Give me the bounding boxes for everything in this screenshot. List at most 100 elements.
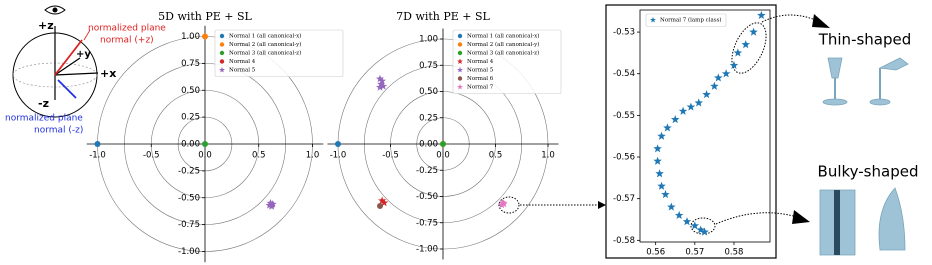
legend: Normal 7 (lamp class) — [645, 13, 727, 27]
point — [696, 225, 705, 234]
arrow-head — [598, 201, 606, 209]
bulky-lamp-edge — [834, 190, 840, 255]
legend-marker — [457, 33, 463, 39]
legend-label: Normal 5 — [229, 68, 256, 74]
label: normalized plane — [88, 24, 166, 34]
point — [674, 210, 684, 219]
lamp-shade — [827, 57, 843, 79]
legend-label: Normal 5 — [467, 68, 494, 74]
y-tick-label: 0.25 — [181, 113, 200, 123]
point — [377, 79, 386, 88]
eye-pupil — [52, 7, 58, 13]
point — [266, 198, 275, 207]
y-tick-label: -0.50 — [416, 192, 438, 202]
x-tick-label: 1.0 — [541, 151, 555, 161]
chart: 7D with PE + SL -1.0 -0.5 0.0 0.5 1.0 1.00 0.75… — [327, 10, 562, 260]
x-tick-label: 1.0 — [306, 151, 320, 161]
legend-marker — [457, 42, 463, 47]
legend-label: Normal 3 (all canonical-z) — [229, 50, 301, 57]
legend-label: Normal 2 (all canonical-y) — [229, 41, 301, 48]
x-tick-label: -1.0 — [330, 151, 347, 161]
point — [721, 69, 731, 78]
y-tick-label: 0.75 — [419, 61, 438, 71]
chart: 5D with PE + SL -1.0 -0.5 0.0 0.5 1.0 1.00 0.75… — [86, 10, 344, 263]
y-tick-label: 1.00 — [419, 35, 438, 45]
legend-marker — [457, 58, 463, 64]
arrow-head — [792, 210, 810, 224]
point — [657, 181, 666, 190]
point — [335, 141, 341, 147]
point — [657, 131, 666, 140]
legend-marker — [457, 66, 463, 73]
y-axis — [54, 57, 81, 76]
bulky-lamp — [878, 187, 906, 251]
x-tick-label: -0.5 — [382, 151, 399, 161]
point — [265, 201, 274, 209]
x-tick-label: -0.5 — [143, 151, 160, 161]
point — [378, 76, 387, 85]
lamp-base — [869, 98, 891, 106]
point — [653, 144, 662, 153]
lamp-base — [822, 98, 848, 106]
red-pointer — [83, 29, 91, 41]
point — [655, 169, 664, 178]
y-tick-label: 0.50 — [181, 86, 200, 96]
y-tick-label: -1.00 — [178, 247, 200, 257]
point — [710, 81, 719, 90]
legend-marker — [219, 59, 225, 64]
legend-frame — [214, 29, 344, 77]
point — [667, 202, 676, 211]
x-tick-label: 0.57 — [685, 248, 704, 258]
legend-marker — [219, 50, 225, 56]
y-tick-label: 1.00 — [181, 32, 200, 42]
highlight-ellipse — [498, 196, 520, 214]
point — [700, 227, 709, 236]
legend-label: Normal 6 — [467, 76, 494, 82]
eye-icon — [44, 5, 66, 15]
legend-marker — [650, 16, 656, 23]
point — [380, 198, 389, 207]
point — [653, 156, 662, 165]
arrow-head — [812, 14, 830, 28]
shape-label: Thin-shaped — [818, 31, 912, 49]
y-tick-label: -0.55 — [613, 111, 635, 121]
point — [714, 73, 723, 82]
y-tick-label: -0.25 — [178, 166, 200, 176]
legend-label: Normal 3 (all canonical-z) — [467, 50, 539, 57]
blue-normal — [57, 79, 77, 99]
point — [663, 123, 672, 132]
shape-label: Bulky-shaped — [818, 163, 919, 181]
x-tick-label: 0.58 — [725, 248, 744, 258]
point — [682, 217, 692, 226]
x-tick-label: 0.0 — [436, 151, 450, 161]
y-tick-label: -0.75 — [416, 218, 438, 228]
legend-marker — [457, 83, 463, 90]
point — [498, 198, 507, 207]
chart-title: 5D with PE + SL — [158, 10, 252, 23]
y-tick-label: -0.58 — [613, 236, 635, 246]
point — [377, 202, 383, 209]
legend-label: Normal 1 (all canonical-x) — [467, 33, 539, 40]
point — [694, 98, 703, 107]
y-tick-label: -0.57 — [613, 194, 635, 204]
y-tick-label: -0.25 — [416, 166, 438, 176]
y-tick-label: 0.00 — [181, 140, 200, 150]
y-tick-label: 0.25 — [419, 113, 438, 123]
point — [499, 199, 508, 208]
point — [202, 33, 208, 40]
chart: 0.56 0.57 0.58 -0.53 -0.54 -0.55 -0.56 -0.57 -0.… — [613, 9, 771, 258]
point — [690, 221, 700, 230]
y-tick-label: 0.00 — [419, 140, 438, 150]
x-tick-label: 0.5 — [252, 151, 266, 161]
y-tick-label: -0.50 — [178, 193, 200, 203]
point — [379, 82, 388, 90]
zoom-frame — [605, 4, 777, 259]
legend-marker — [457, 76, 463, 81]
x-axis — [54, 72, 99, 76]
plot-frame — [639, 9, 771, 243]
legend-label: Normal 1 (all canonical-x) — [229, 33, 301, 40]
lamp-shade — [878, 57, 909, 71]
point — [267, 202, 276, 210]
point — [686, 102, 696, 111]
